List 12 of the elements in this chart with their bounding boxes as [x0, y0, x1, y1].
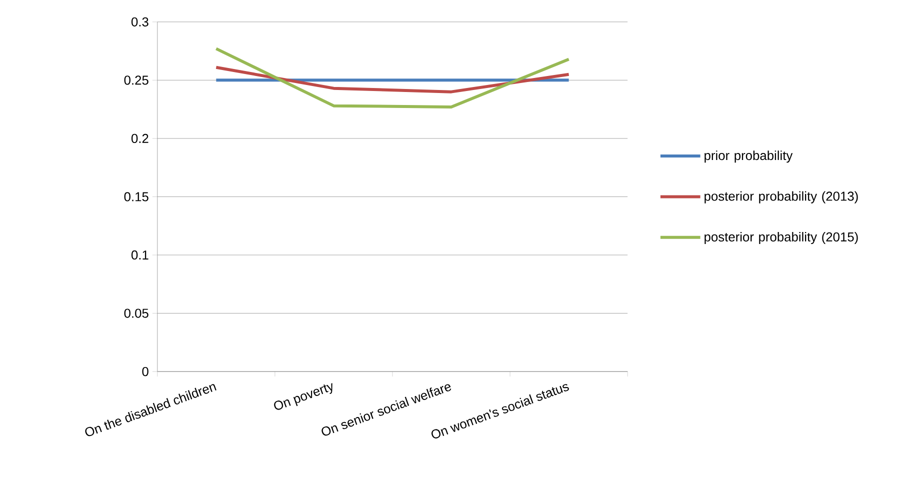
y-tick-label: 0.15	[124, 192, 148, 202]
y-tick-label: 0.05	[124, 308, 148, 318]
legend-label: posterior probability (2013)	[704, 191, 858, 204]
y-tick-label: 0.1	[131, 250, 148, 260]
y-tick-label: 0	[142, 366, 148, 376]
y-tick-label: 0.2	[131, 134, 148, 143]
line-series	[214, 66, 570, 94]
legend-label: posterior probability (2015)	[704, 232, 858, 244]
y-tick-label: 0.25	[124, 76, 148, 85]
line-series	[214, 47, 570, 108]
y-tick-label: 0.3	[131, 17, 148, 26]
legend-label: prior probability	[704, 150, 793, 163]
